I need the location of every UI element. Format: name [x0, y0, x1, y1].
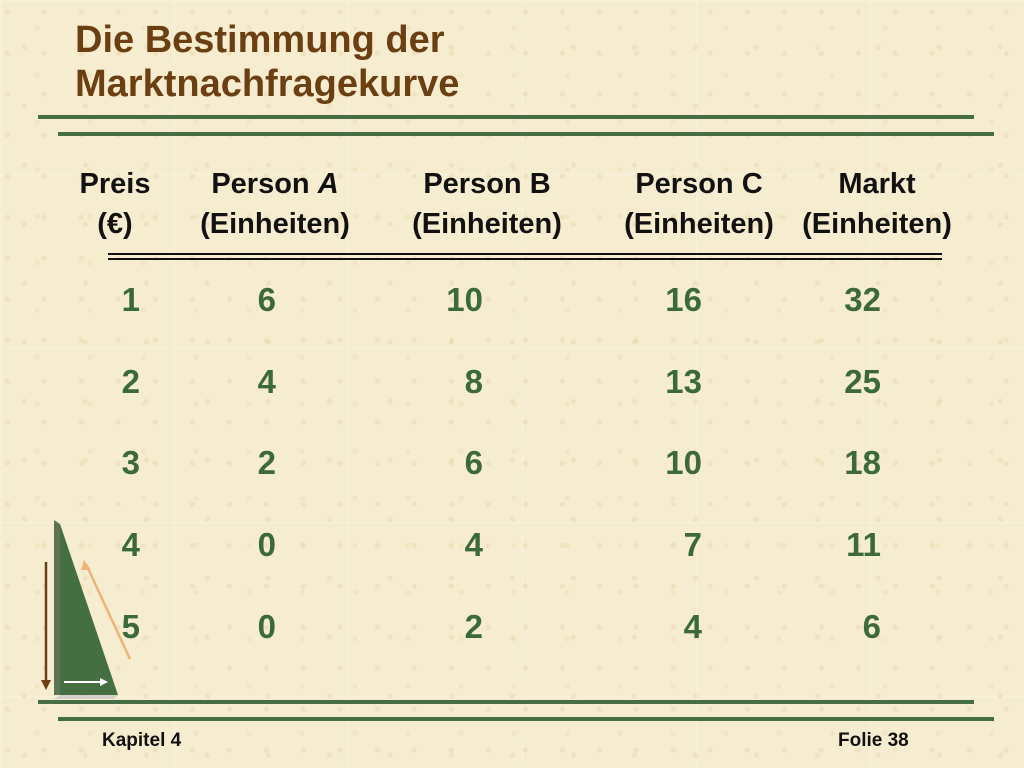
header-separator-upper — [108, 253, 942, 255]
title-rule-upper — [38, 115, 974, 119]
person-b-cell: 4 — [464, 526, 483, 563]
header-person-a-emphasis: A — [317, 168, 339, 200]
header-price: Preis (€) — [70, 164, 160, 244]
slide-title-line-1: Die Bestimmung der — [75, 19, 445, 61]
person-a-cell: 0 — [257, 526, 276, 563]
price-cell: 2 — [121, 363, 140, 400]
footer-rule-upper — [38, 700, 974, 704]
header-person-a-prefix: Person — [211, 168, 318, 200]
person-c-cell: 10 — [665, 444, 702, 481]
person-b-cell: 2 — [464, 608, 483, 645]
market-cell: 25 — [844, 363, 881, 400]
demand-table-header: Preis (€) Person A (Einheiten) Person B … — [0, 164, 1024, 254]
header-separator-lower — [108, 258, 942, 260]
footer-slide-number: Folie 38 — [838, 730, 909, 751]
person-a-cell: 6 — [257, 281, 276, 318]
header-market-label: Markt — [838, 168, 916, 200]
person-b-cell: 6 — [464, 444, 483, 481]
market-cell: 6 — [862, 608, 881, 645]
table-row: 2 4 8 13 25 — [0, 360, 1024, 404]
title-rule-lower — [58, 132, 994, 136]
header-person-a-label: Person A — [186, 164, 364, 204]
triangle-base-shadow — [54, 695, 118, 699]
price-cell: 5 — [121, 608, 140, 645]
header-market: Markt (Einheiten) — [788, 164, 966, 244]
person-b-cell: 8 — [464, 363, 483, 400]
header-person-a-unit: (Einheiten) — [200, 208, 350, 240]
header-person-a: Person A (Einheiten) — [186, 164, 364, 244]
market-cell: 11 — [846, 526, 881, 563]
vertical-arrow-head — [41, 680, 51, 690]
person-a-cell: 4 — [257, 363, 276, 400]
base-arrow-head — [100, 678, 108, 686]
header-person-c-label: Person C — [635, 168, 763, 200]
person-c-cell: 4 — [683, 608, 702, 645]
demand-table-body: 1 6 10 16 32 2 4 8 13 25 3 2 6 10 18 4 0… — [0, 278, 1024, 668]
header-person-b-label: Person B — [423, 168, 551, 200]
price-cell: 3 — [121, 444, 140, 481]
header-market-unit: (Einheiten) — [802, 208, 952, 240]
person-b-cell: 10 — [446, 281, 483, 318]
person-c-cell: 7 — [683, 526, 702, 563]
header-person-b-unit: (Einheiten) — [412, 208, 562, 240]
market-cell: 18 — [844, 444, 881, 481]
table-row: 5 0 2 4 6 — [0, 605, 1024, 649]
slide-title-line-2: Marktnachfragekurve — [75, 63, 460, 105]
market-cell: 32 — [844, 281, 881, 318]
slide-title: Die Bestimmung der Marktnachfragekurve — [75, 18, 459, 106]
table-row: 3 2 6 10 18 — [0, 441, 1024, 485]
person-a-cell: 2 — [257, 444, 276, 481]
table-row: 1 6 10 16 32 — [0, 278, 1024, 322]
table-row: 4 0 4 7 11 — [0, 523, 1024, 567]
header-price-unit: (€) — [97, 208, 133, 240]
person-c-cell: 13 — [665, 363, 702, 400]
price-cell: 4 — [121, 526, 140, 563]
price-cell: 1 — [121, 281, 140, 318]
footer-chapter: Kapitel 4 — [102, 730, 182, 751]
header-person-c-unit: (Einheiten) — [624, 208, 774, 240]
person-a-cell: 0 — [257, 608, 276, 645]
header-price-label: Preis — [79, 168, 151, 200]
footer-rule-lower — [58, 717, 994, 721]
person-c-cell: 16 — [665, 281, 702, 318]
header-person-c: Person C (Einheiten) — [610, 164, 788, 244]
header-person-b: Person B (Einheiten) — [398, 164, 576, 244]
